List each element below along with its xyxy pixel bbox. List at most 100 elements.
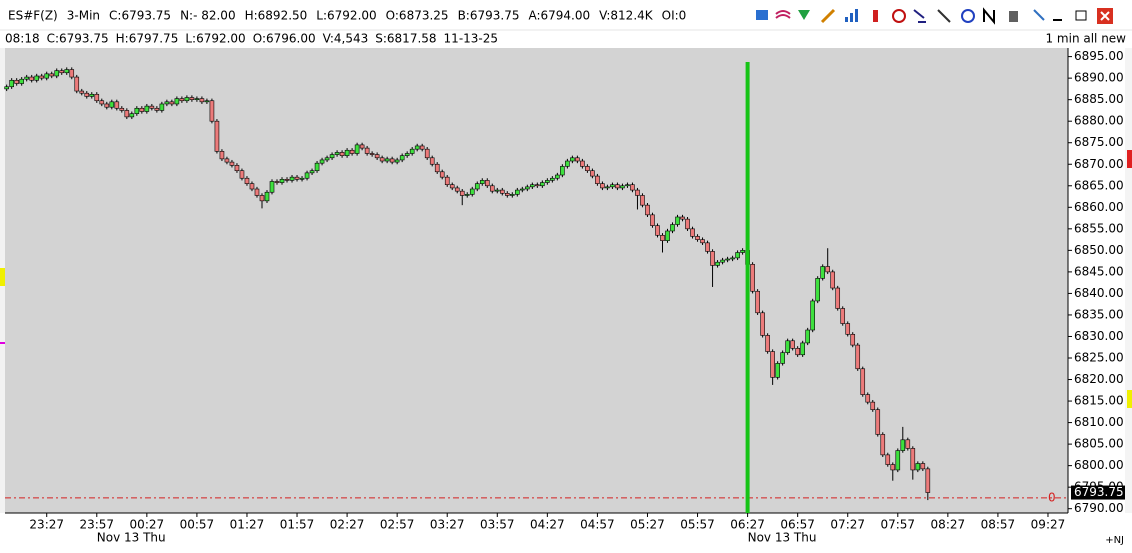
tool-icon[interactable] [1009, 11, 1018, 22]
candle-body [154, 107, 160, 111]
candle-body [840, 308, 846, 324]
header-field: 3-Min [67, 9, 100, 23]
candle-body [159, 103, 165, 111]
candle-body [770, 351, 775, 378]
candle-body [575, 157, 580, 162]
candle-body [169, 101, 175, 105]
candle-body [364, 147, 370, 154]
candle-body [835, 287, 841, 309]
tool-icon[interactable] [892, 9, 906, 23]
x-tick-label: 03:57 [480, 518, 515, 532]
y-tick-label: 6805.00 [1074, 437, 1124, 451]
right-strip-mark [1127, 390, 1132, 408]
x-tick-label: 06:27 [730, 518, 765, 532]
candle-body [64, 69, 70, 74]
header-field: O:6873.25 [386, 9, 449, 23]
tool-icon[interactable] [873, 10, 878, 22]
minimize-button[interactable] [1053, 19, 1062, 21]
candle-body [214, 120, 220, 152]
restore-button[interactable] [1075, 10, 1087, 21]
candle-body [444, 176, 450, 186]
candle-body [274, 181, 280, 183]
tool-icon[interactable] [798, 10, 810, 20]
candle-body [695, 236, 700, 240]
candle-body [119, 107, 125, 111]
candle-body [109, 101, 115, 108]
x-tick-label: 23:57 [79, 518, 114, 532]
candle-body [700, 239, 705, 244]
y-tick-label: 6890.00 [1074, 71, 1124, 85]
candle-body [795, 348, 800, 356]
candle-body [174, 98, 180, 105]
candle-body [885, 454, 891, 465]
header-field: 11-13-25 [444, 32, 498, 46]
candle-body [860, 368, 866, 395]
tool-icon[interactable] [845, 9, 858, 22]
header-field: A:6794.00 [528, 9, 590, 23]
footer-note: +NJ [1105, 535, 1124, 546]
y-tick-label: 6835.00 [1074, 307, 1124, 321]
candle-body [149, 105, 155, 109]
candle-body [820, 266, 825, 279]
candle-body [740, 250, 745, 253]
header-field: S:6817.58 [375, 32, 436, 46]
candle-body [720, 259, 725, 263]
candle-body [344, 149, 350, 156]
tool-icon[interactable] [820, 8, 836, 24]
x-tick-label: 03:27 [430, 518, 465, 532]
tool-icon[interactable] [983, 7, 995, 25]
candle-body [830, 271, 836, 289]
left-strip-mark [0, 268, 5, 286]
tool-icon[interactable] [961, 9, 975, 23]
candle-body [675, 216, 680, 225]
candle-body [645, 204, 650, 216]
candle-body [710, 251, 715, 266]
candle-body [905, 439, 911, 449]
candle-body [164, 101, 170, 105]
x-tick-label: 08:57 [981, 518, 1016, 532]
left-strip-mark [0, 342, 5, 344]
candle-body [114, 101, 120, 109]
candle-body [550, 177, 555, 181]
candle-body [560, 166, 565, 176]
x-tick-label: 05:27 [630, 518, 665, 532]
candle-body [540, 182, 545, 187]
candle-body [129, 113, 135, 118]
candle-body [204, 100, 210, 103]
candle-body [520, 188, 525, 191]
candle-body [625, 184, 630, 187]
candle-body [49, 73, 55, 77]
candle-body [595, 175, 600, 184]
toolbar [756, 7, 1113, 25]
candle-body [479, 180, 485, 184]
candle-body [585, 166, 590, 172]
x-tick-label: 06:57 [780, 518, 815, 532]
header-field: H:6797.75 [116, 32, 179, 46]
tool-icon[interactable] [913, 9, 926, 23]
y-tick-label: 6895.00 [1074, 49, 1124, 63]
candle-body [790, 340, 795, 349]
candle-body [530, 184, 535, 188]
candle-body [810, 300, 815, 331]
candle-body [515, 189, 520, 195]
y-tick-label: 6860.00 [1074, 200, 1124, 214]
candle-body [610, 184, 615, 188]
tool-icon[interactable] [775, 10, 791, 19]
candle-body [234, 165, 240, 172]
tool-icon[interactable] [937, 9, 951, 23]
candle-body [570, 157, 575, 162]
candle-body [124, 110, 130, 118]
candle-body [494, 189, 500, 192]
candle-body [690, 228, 695, 237]
y-tick-label: 6800.00 [1074, 458, 1124, 472]
candle-body [489, 185, 495, 192]
candle-body [224, 158, 230, 163]
header-field: L:6792.00 [316, 9, 376, 23]
candle-body [254, 188, 260, 196]
plot-area [5, 48, 1068, 513]
tool-icon[interactable] [756, 10, 768, 20]
tool-icon[interactable] [1033, 9, 1045, 21]
x-tick-label: 07:27 [830, 518, 865, 532]
candle-body [304, 172, 310, 179]
